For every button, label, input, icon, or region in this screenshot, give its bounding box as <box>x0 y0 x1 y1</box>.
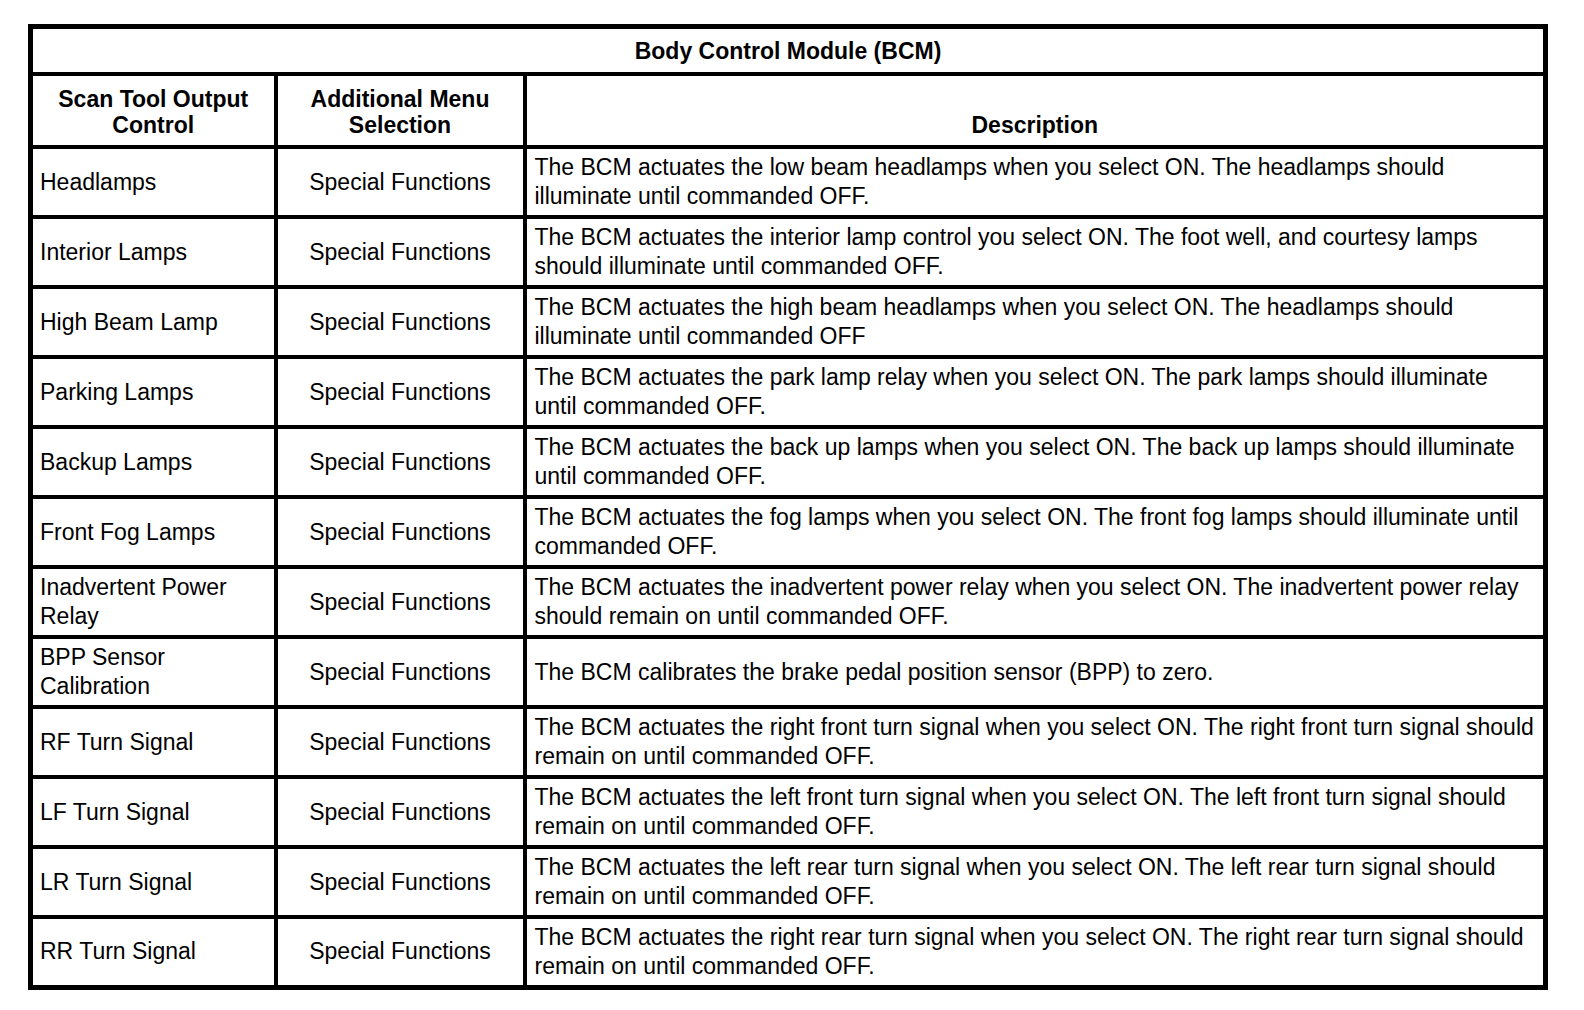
table-row: Front Fog LampsSpecial FunctionsThe BCM … <box>31 497 1546 567</box>
row-menu-cell: Special Functions <box>276 567 525 637</box>
table-row: LF Turn SignalSpecial FunctionsThe BCM a… <box>31 777 1546 847</box>
row-description-cell: The BCM actuates the park lamp relay whe… <box>525 357 1546 427</box>
row-description-cell: The BCM actuates the inadvertent power r… <box>525 567 1546 637</box>
row-menu-cell: Special Functions <box>276 497 525 567</box>
row-description-cell: The BCM actuates the back up lamps when … <box>525 427 1546 497</box>
row-menu-cell: Special Functions <box>276 217 525 287</box>
column-header-additional-menu-selection: Additional Menu Selection <box>276 74 525 147</box>
document-page: Body Control Module (BCM) Scan Tool Outp… <box>0 0 1584 1010</box>
row-menu-cell: Special Functions <box>276 847 525 917</box>
table-row: Interior LampsSpecial FunctionsThe BCM a… <box>31 217 1546 287</box>
table-title-row: Body Control Module (BCM) <box>31 27 1546 75</box>
bcm-output-controls-table: Body Control Module (BCM) Scan Tool Outp… <box>28 24 1548 990</box>
table-header-row: Scan Tool Output Control Additional Menu… <box>31 74 1546 147</box>
column-header-scan-tool-output-control: Scan Tool Output Control <box>31 74 276 147</box>
row-control-cell: Parking Lamps <box>31 357 276 427</box>
row-menu-cell: Special Functions <box>276 917 525 987</box>
row-control-cell: Headlamps <box>31 147 276 217</box>
row-menu-cell: Special Functions <box>276 637 525 707</box>
row-description-cell: The BCM actuates the left rear turn sign… <box>525 847 1546 917</box>
row-control-cell: LF Turn Signal <box>31 777 276 847</box>
table-row: High Beam LampSpecial FunctionsThe BCM a… <box>31 287 1546 357</box>
row-description-cell: The BCM actuates the high beam headlamps… <box>525 287 1546 357</box>
table-head: Body Control Module (BCM) Scan Tool Outp… <box>31 27 1546 148</box>
table-row: Parking LampsSpecial FunctionsThe BCM ac… <box>31 357 1546 427</box>
row-control-cell: RF Turn Signal <box>31 707 276 777</box>
row-description-cell: The BCM actuates the fog lamps when you … <box>525 497 1546 567</box>
table-row: RF Turn SignalSpecial FunctionsThe BCM a… <box>31 707 1546 777</box>
row-menu-cell: Special Functions <box>276 427 525 497</box>
row-menu-cell: Special Functions <box>276 147 525 217</box>
row-control-cell: RR Turn Signal <box>31 917 276 987</box>
table-body: HeadlampsSpecial FunctionsThe BCM actuat… <box>31 147 1546 987</box>
row-description-cell: The BCM actuates the interior lamp contr… <box>525 217 1546 287</box>
row-menu-cell: Special Functions <box>276 707 525 777</box>
table-row: LR Turn SignalSpecial FunctionsThe BCM a… <box>31 847 1546 917</box>
table-row: RR Turn SignalSpecial FunctionsThe BCM a… <box>31 917 1546 987</box>
row-control-cell: Inadvertent Power Relay <box>31 567 276 637</box>
column-header-description: Description <box>525 74 1546 147</box>
row-description-cell: The BCM calibrates the brake pedal posit… <box>525 637 1546 707</box>
row-control-cell: Interior Lamps <box>31 217 276 287</box>
row-menu-cell: Special Functions <box>276 287 525 357</box>
row-menu-cell: Special Functions <box>276 357 525 427</box>
row-control-cell: Front Fog Lamps <box>31 497 276 567</box>
row-description-cell: The BCM actuates the left front turn sig… <box>525 777 1546 847</box>
table-row: BPP Sensor CalibrationSpecial FunctionsT… <box>31 637 1546 707</box>
row-description-cell: The BCM actuates the right rear turn sig… <box>525 917 1546 987</box>
row-control-cell: BPP Sensor Calibration <box>31 637 276 707</box>
table-row: HeadlampsSpecial FunctionsThe BCM actuat… <box>31 147 1546 217</box>
row-menu-cell: Special Functions <box>276 777 525 847</box>
row-description-cell: The BCM actuates the right front turn si… <box>525 707 1546 777</box>
table-title: Body Control Module (BCM) <box>31 27 1546 75</box>
row-control-cell: Backup Lamps <box>31 427 276 497</box>
row-description-cell: The BCM actuates the low beam headlamps … <box>525 147 1546 217</box>
row-control-cell: LR Turn Signal <box>31 847 276 917</box>
table-row: Backup LampsSpecial FunctionsThe BCM act… <box>31 427 1546 497</box>
row-control-cell: High Beam Lamp <box>31 287 276 357</box>
table-row: Inadvertent Power RelaySpecial Functions… <box>31 567 1546 637</box>
